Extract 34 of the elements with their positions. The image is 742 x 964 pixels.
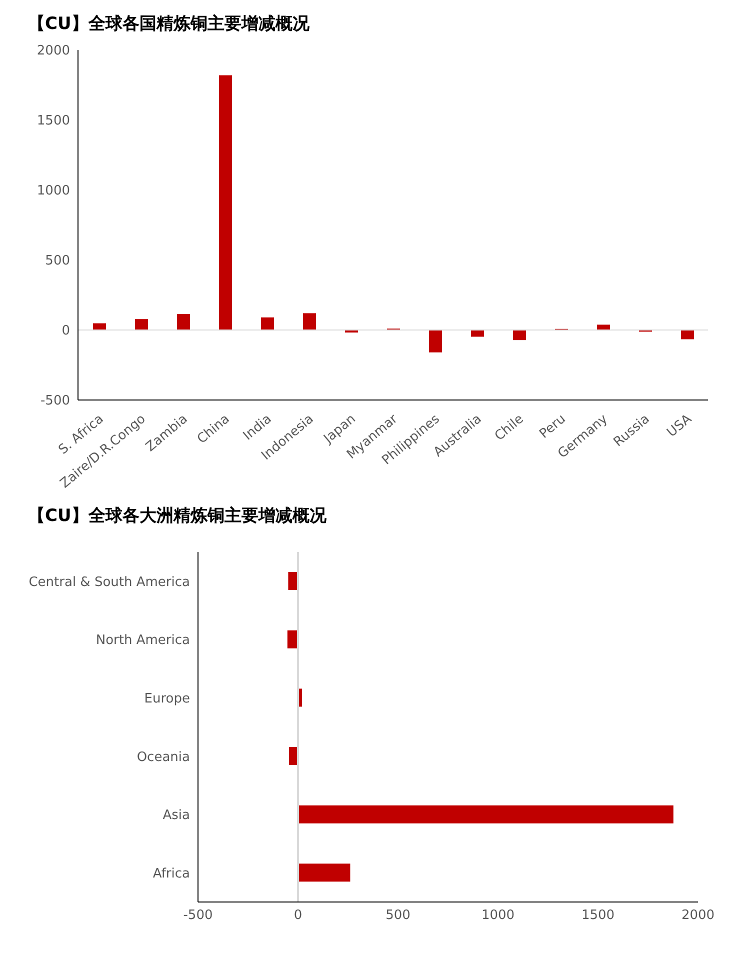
x-tick-label: USA [664, 412, 695, 440]
y-tick-label: Central & South America [28, 574, 190, 590]
y-tick-label: -500 [40, 394, 70, 409]
bar [597, 324, 610, 330]
bar [219, 75, 232, 330]
x-tick-label: 0 [294, 908, 302, 924]
x-tick-label: -500 [183, 908, 213, 924]
y-tick-label: 500 [45, 254, 70, 269]
x-tick-label: 1000 [481, 908, 515, 924]
x-tick-label: 1500 [581, 908, 615, 924]
y-tick-label: 1500 [36, 114, 70, 129]
x-tick-label: 2000 [681, 908, 715, 924]
y-tick-label: 2000 [36, 44, 70, 59]
y-tick-label: 0 [62, 324, 70, 339]
y-tick-label: Oceania [136, 750, 190, 765]
y-tick-label: Africa [152, 866, 190, 882]
x-tick-label: 500 [386, 908, 410, 924]
bar [429, 330, 442, 352]
bar [177, 314, 190, 330]
y-tick-label: North America [96, 633, 190, 648]
y-tick-label: 1000 [36, 184, 70, 199]
bar [303, 313, 316, 330]
chart-title: 【CU】全球各大洲精炼铜主要增减概况 [27, 505, 328, 528]
bar [513, 330, 526, 340]
bar [298, 805, 674, 824]
y-tick-label: Asia [162, 808, 190, 824]
bar [288, 572, 298, 590]
y-tick-label: Europe [144, 691, 190, 706]
bar [261, 317, 274, 330]
bar [298, 864, 350, 882]
bar [287, 630, 298, 648]
chart-title: 【CU】全球各国精炼铜主要增减概况 [27, 13, 310, 36]
bar [681, 330, 694, 340]
bar [135, 319, 148, 330]
